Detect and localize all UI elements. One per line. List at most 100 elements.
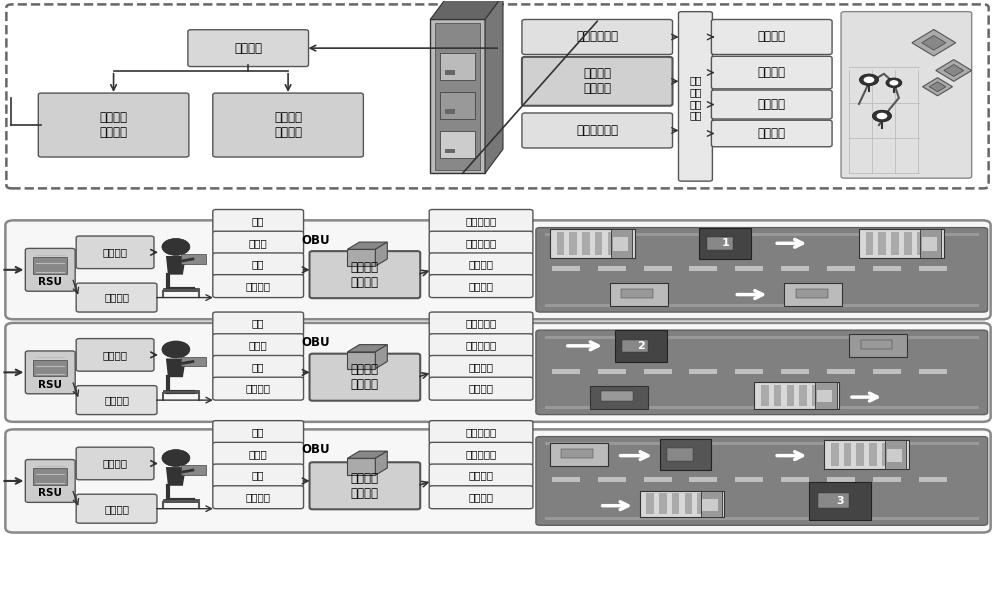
Text: 电机转矩: 电机转矩 <box>469 492 494 502</box>
FancyBboxPatch shape <box>213 312 304 335</box>
Text: 挡位: 挡位 <box>252 259 264 270</box>
Polygon shape <box>922 36 946 50</box>
FancyBboxPatch shape <box>429 231 533 254</box>
Circle shape <box>889 80 898 85</box>
Circle shape <box>877 113 887 119</box>
Bar <box>545 442 979 445</box>
Bar <box>873 266 901 271</box>
Bar <box>817 390 832 402</box>
Text: 其他因素: 其他因素 <box>758 127 786 140</box>
Text: 3: 3 <box>836 496 844 506</box>
Text: 电池状态: 电池状态 <box>246 492 271 502</box>
Bar <box>598 478 626 482</box>
Bar <box>615 330 667 362</box>
Bar <box>644 478 672 482</box>
Bar <box>181 357 206 367</box>
Bar <box>545 336 979 339</box>
Text: 加速度: 加速度 <box>249 340 268 350</box>
Text: 电机转速: 电机转速 <box>469 470 494 481</box>
FancyBboxPatch shape <box>213 421 304 444</box>
Bar <box>699 228 751 259</box>
Polygon shape <box>375 451 387 475</box>
Bar <box>163 499 199 502</box>
Bar <box>922 238 937 250</box>
Text: 离线训练: 离线训练 <box>234 42 262 55</box>
Bar <box>659 493 667 514</box>
Bar <box>445 109 455 114</box>
Bar <box>774 385 781 406</box>
FancyBboxPatch shape <box>429 275 533 298</box>
FancyBboxPatch shape <box>429 312 533 335</box>
Polygon shape <box>944 64 964 76</box>
Bar <box>809 482 871 519</box>
Bar <box>445 70 455 75</box>
FancyBboxPatch shape <box>711 120 832 147</box>
Text: 电池状态: 电池状态 <box>246 281 271 291</box>
FancyBboxPatch shape <box>536 228 988 312</box>
Text: 能量管理
控制策略: 能量管理 控制策略 <box>274 111 302 139</box>
Text: 推荐速度: 推荐速度 <box>104 395 129 405</box>
Polygon shape <box>936 59 972 81</box>
FancyBboxPatch shape <box>841 12 972 178</box>
FancyBboxPatch shape <box>213 210 304 233</box>
FancyBboxPatch shape <box>5 430 991 533</box>
Bar <box>181 254 206 264</box>
Bar <box>646 493 654 514</box>
Bar <box>685 493 692 514</box>
Bar <box>33 468 67 485</box>
Bar <box>761 385 769 406</box>
Bar <box>878 231 886 255</box>
Bar <box>827 478 855 482</box>
Text: 能量管理
控制策略: 能量管理 控制策略 <box>351 261 379 288</box>
Circle shape <box>859 74 879 85</box>
Bar <box>824 440 909 469</box>
FancyBboxPatch shape <box>25 459 75 502</box>
Bar <box>435 22 480 170</box>
FancyBboxPatch shape <box>310 354 420 401</box>
Bar <box>689 478 717 482</box>
Polygon shape <box>923 78 952 96</box>
Polygon shape <box>375 345 387 369</box>
Bar <box>818 493 849 508</box>
Bar <box>163 390 199 393</box>
Text: 电机转速: 电机转速 <box>469 362 494 372</box>
Bar <box>904 231 912 255</box>
Text: 特征
提取
状态
重构: 特征 提取 状态 重构 <box>689 76 702 121</box>
Bar <box>919 266 947 271</box>
Circle shape <box>864 76 874 83</box>
Text: 加速度: 加速度 <box>249 449 268 459</box>
Bar <box>856 443 864 466</box>
FancyBboxPatch shape <box>213 464 304 487</box>
Bar <box>545 233 979 236</box>
Bar <box>610 283 668 306</box>
Bar <box>545 304 979 307</box>
FancyBboxPatch shape <box>711 19 832 55</box>
Text: 节能驾驶: 节能驾驶 <box>103 247 128 258</box>
Bar <box>545 406 979 409</box>
Bar <box>430 19 485 173</box>
FancyBboxPatch shape <box>213 334 304 357</box>
Text: 1: 1 <box>721 238 729 248</box>
Text: 站点乘客: 站点乘客 <box>758 30 786 44</box>
Bar <box>754 382 839 408</box>
Text: 节能驾驶: 节能驾驶 <box>103 459 128 468</box>
Bar <box>440 92 475 119</box>
Bar <box>827 369 855 373</box>
FancyBboxPatch shape <box>213 486 304 508</box>
Bar <box>163 288 199 291</box>
FancyBboxPatch shape <box>522 19 673 55</box>
Bar <box>735 478 763 482</box>
FancyBboxPatch shape <box>429 464 533 487</box>
Bar <box>689 266 717 271</box>
Bar <box>882 443 889 466</box>
FancyBboxPatch shape <box>76 494 157 523</box>
Text: 发动机转矩: 发动机转矩 <box>465 238 497 248</box>
Text: 发动机转速: 发动机转速 <box>465 216 497 226</box>
FancyBboxPatch shape <box>213 93 363 157</box>
Bar <box>831 443 839 466</box>
Polygon shape <box>375 242 387 266</box>
FancyBboxPatch shape <box>536 330 988 415</box>
Bar <box>613 238 628 250</box>
Bar <box>702 499 718 510</box>
Bar <box>917 231 924 255</box>
